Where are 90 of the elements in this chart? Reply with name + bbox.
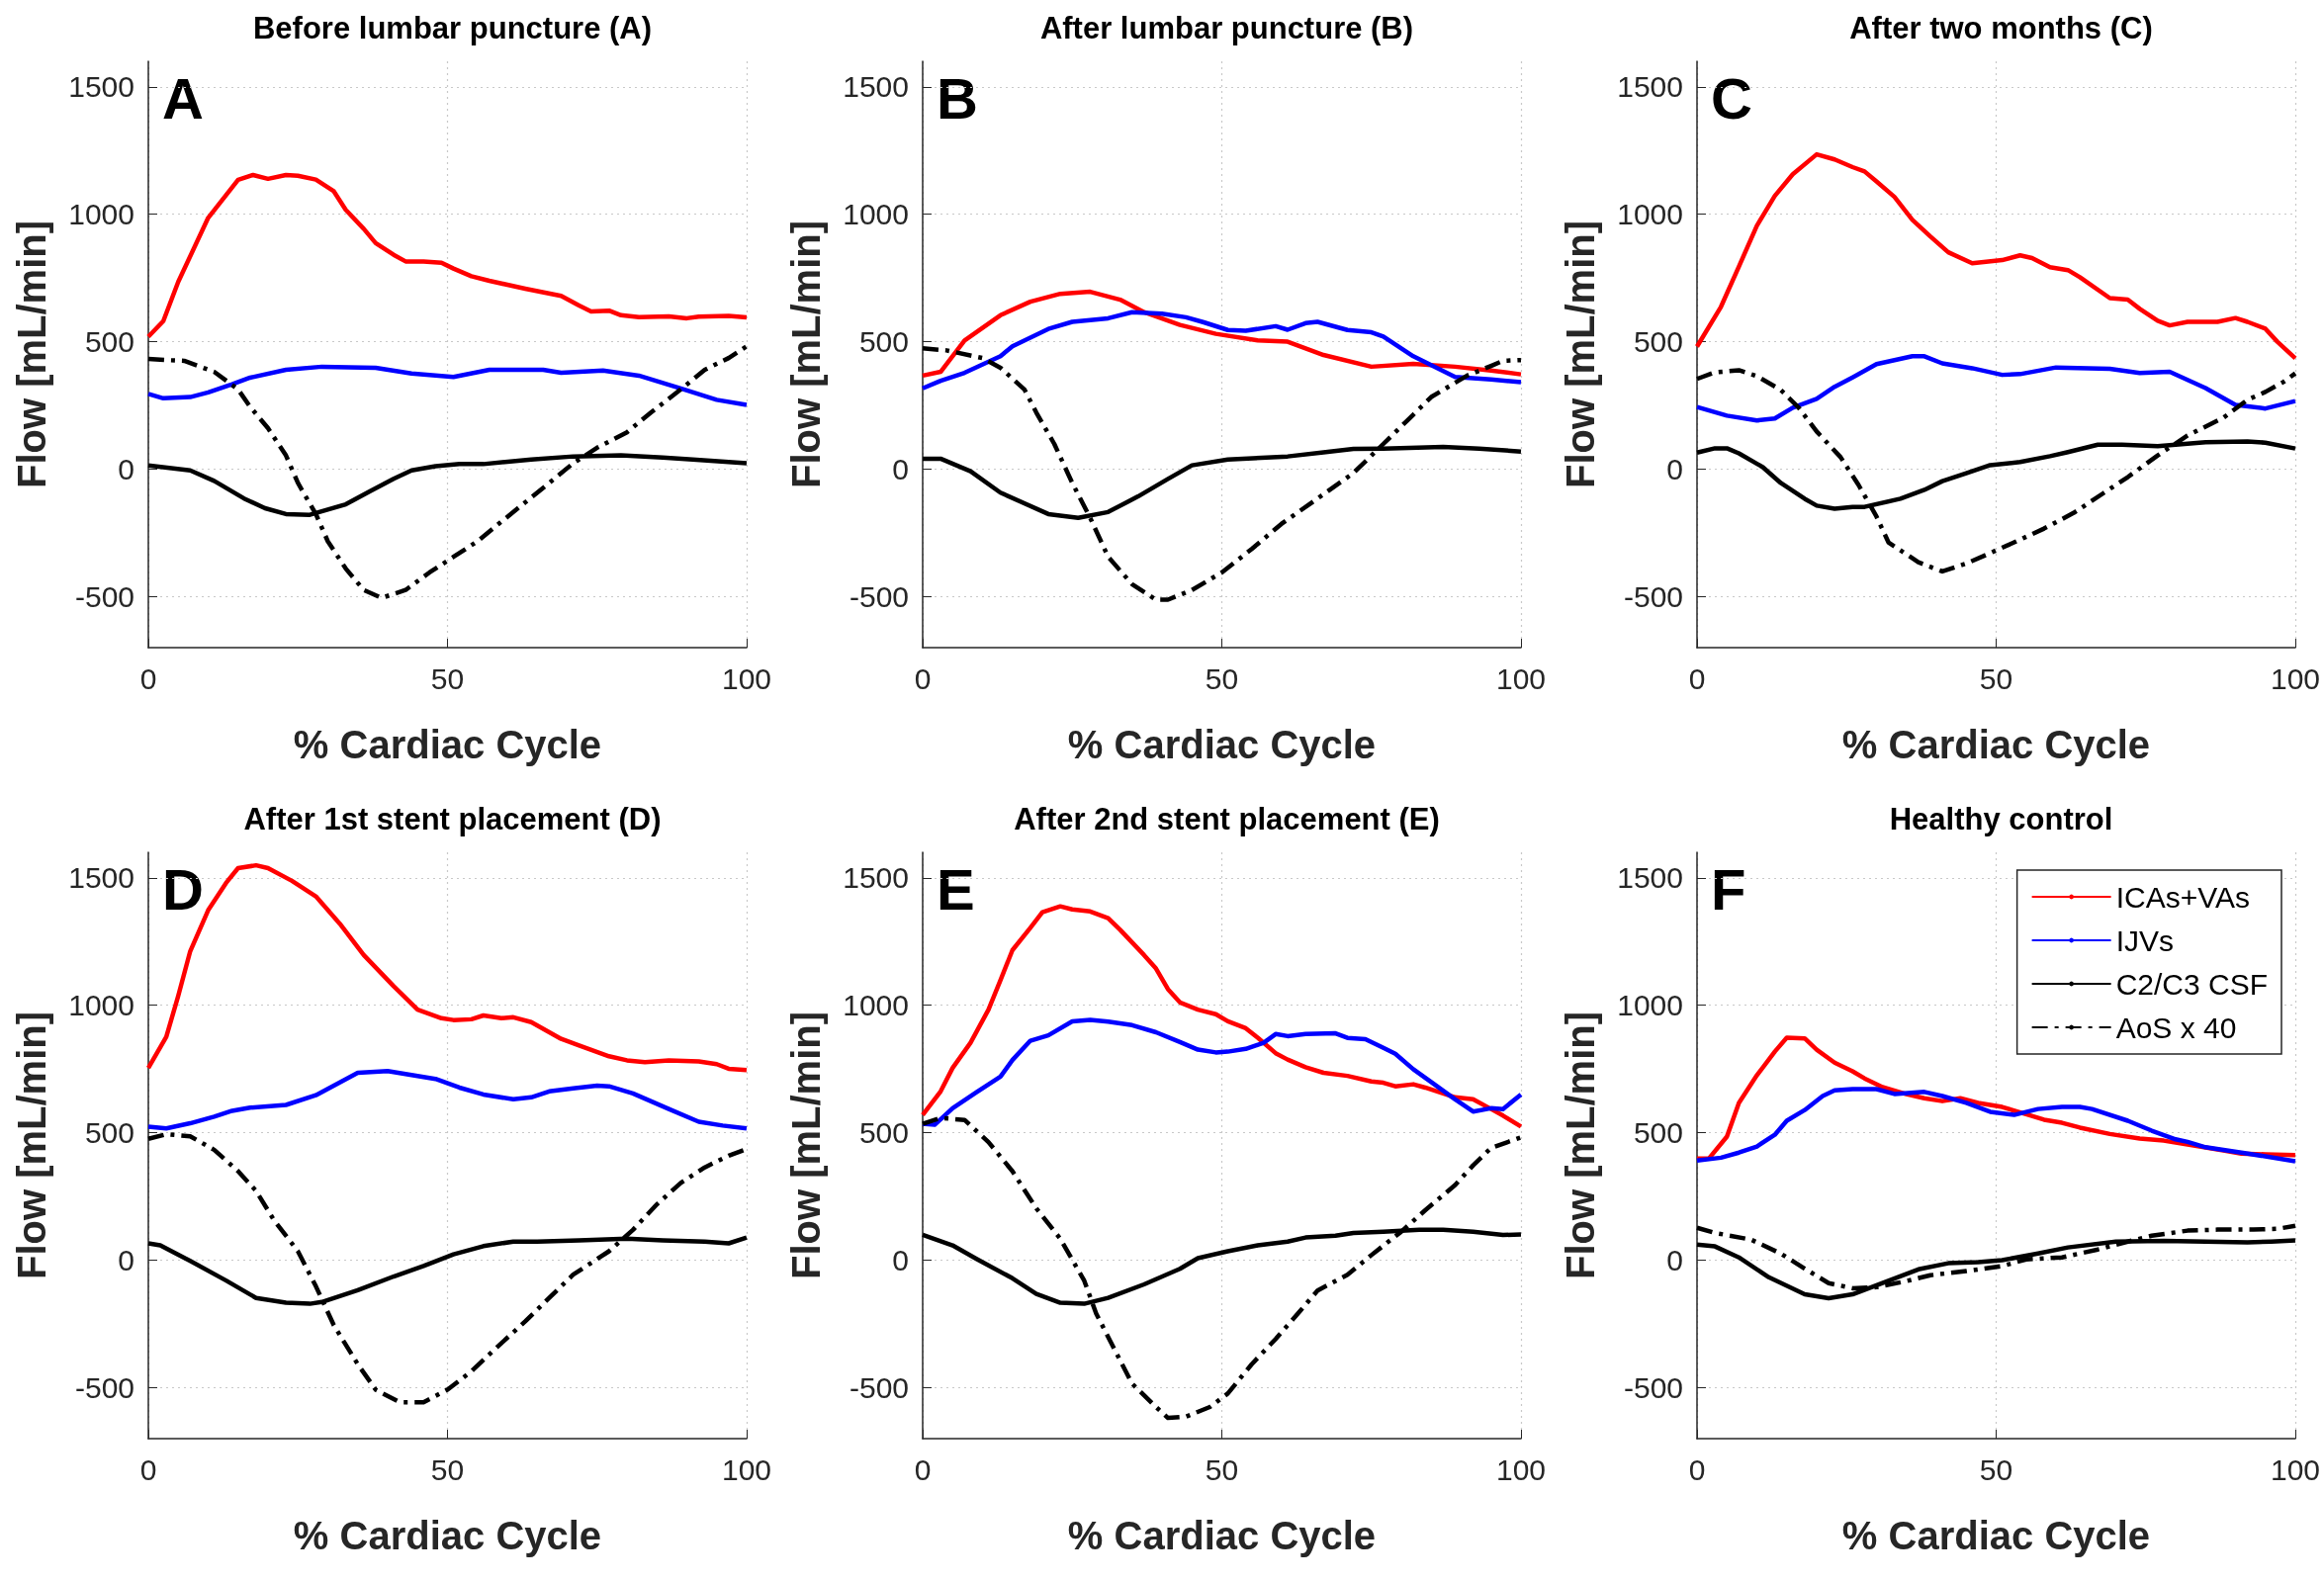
y-axis-title: Flow [mL/min] xyxy=(1559,220,1602,489)
line-series xyxy=(145,172,750,339)
legend-label: IJVs xyxy=(2115,923,2174,957)
y-tick-label: 1500 xyxy=(1617,861,1683,895)
x-tick-label: 100 xyxy=(2270,1452,2320,1486)
legend-label: C2/C3 CSF xyxy=(2115,967,2269,1001)
annotation: C xyxy=(1711,65,1752,131)
y-tick-label: -500 xyxy=(1623,579,1683,613)
y-tick-label: -500 xyxy=(74,579,134,613)
chart-title: After 1st stent placement (D) xyxy=(243,802,662,836)
chart-title: Healthy control xyxy=(1889,802,2113,836)
chart-title: After two months (C) xyxy=(1849,11,2153,45)
x-tick-label: 50 xyxy=(1205,1452,1239,1486)
x-tick-label: 100 xyxy=(1495,661,1546,695)
y-tick-label: -500 xyxy=(1623,1370,1683,1404)
x-axis-title: % Cardiac Cycle xyxy=(293,1514,602,1557)
y-tick-label: 0 xyxy=(1666,1244,1683,1277)
line-series xyxy=(1694,151,2298,361)
y-tick-label: 1000 xyxy=(68,198,134,231)
line-series xyxy=(145,364,750,407)
y-tick-label: -500 xyxy=(849,1370,909,1404)
line-series xyxy=(1694,368,2298,574)
y-tick-label: 1000 xyxy=(1617,989,1683,1022)
x-axis-title: % Cardiac Cycle xyxy=(1841,723,2151,766)
y-tick-label: 1000 xyxy=(843,198,909,231)
y-tick-label: -500 xyxy=(849,579,909,613)
annotation: E xyxy=(937,856,975,922)
x-tick-label: 0 xyxy=(914,661,932,695)
annotation: F xyxy=(1711,856,1746,922)
annotation: B xyxy=(937,65,978,131)
y-tick-label: 500 xyxy=(1633,325,1683,359)
line-series xyxy=(920,346,1524,602)
y-tick-label: 0 xyxy=(118,1244,134,1277)
x-tick-label: 50 xyxy=(430,1452,465,1486)
chart-title: After lumbar puncture (B) xyxy=(1039,11,1414,45)
line-series xyxy=(920,309,1524,392)
y-tick-label: 1500 xyxy=(843,861,909,895)
line-series xyxy=(1694,354,2298,423)
x-axis-title: % Cardiac Cycle xyxy=(1841,1514,2151,1557)
y-tick-label: 500 xyxy=(1633,1116,1683,1150)
line-series xyxy=(920,1115,1524,1421)
x-tick-label: 100 xyxy=(1495,1452,1546,1486)
y-axis-title: Flow [mL/min] xyxy=(10,1011,53,1280)
line-series xyxy=(145,862,750,1073)
y-axis-title: Flow [mL/min] xyxy=(10,220,53,489)
legend-label: AoS x 40 xyxy=(2115,1011,2237,1044)
x-tick-label: 50 xyxy=(1979,661,2013,695)
x-tick-label: 0 xyxy=(1688,1452,1706,1486)
y-tick-label: 1000 xyxy=(1617,198,1683,231)
x-tick-label: 0 xyxy=(914,1452,932,1486)
annotation: A xyxy=(162,65,204,131)
x-tick-label: 0 xyxy=(1688,661,1706,695)
y-tick-label: 0 xyxy=(1666,453,1683,486)
x-tick-label: 50 xyxy=(1979,1452,2013,1486)
y-tick-label: 0 xyxy=(118,453,134,486)
y-tick-label: 500 xyxy=(84,325,134,359)
x-axis-title: % Cardiac Cycle xyxy=(1067,1514,1377,1557)
line-series xyxy=(920,1017,1524,1127)
line-series xyxy=(145,344,750,600)
y-tick-label: 500 xyxy=(858,325,909,359)
line-series xyxy=(920,289,1524,379)
y-tick-label: 1500 xyxy=(843,70,909,104)
y-tick-label: -500 xyxy=(74,1370,134,1404)
y-tick-label: 1000 xyxy=(843,989,909,1022)
line-series xyxy=(1694,1087,2298,1164)
y-tick-label: 500 xyxy=(84,1116,134,1150)
y-tick-label: 500 xyxy=(858,1116,909,1150)
line-series xyxy=(145,1068,750,1131)
y-tick-label: 1000 xyxy=(68,989,134,1022)
y-tick-label: 0 xyxy=(892,1244,909,1277)
y-axis-title: Flow [mL/min] xyxy=(1559,1011,1602,1280)
x-tick-label: 0 xyxy=(139,661,157,695)
x-axis-title: % Cardiac Cycle xyxy=(1067,723,1377,766)
y-tick-label: 1500 xyxy=(68,861,134,895)
y-tick-label: 1500 xyxy=(68,70,134,104)
x-tick-label: 50 xyxy=(1205,661,1239,695)
chart-title: Before lumbar puncture (A) xyxy=(252,11,653,45)
legend-label: ICAs+VAs xyxy=(2115,880,2250,914)
y-tick-label: 0 xyxy=(892,453,909,486)
y-axis-title: Flow [mL/min] xyxy=(784,220,828,489)
chart-title: After 2nd stent placement (E) xyxy=(1014,802,1440,836)
x-axis-title: % Cardiac Cycle xyxy=(293,723,602,766)
x-tick-label: 0 xyxy=(139,1452,157,1486)
x-tick-label: 50 xyxy=(430,661,465,695)
x-tick-label: 100 xyxy=(2270,661,2320,695)
annotation: D xyxy=(162,856,204,922)
x-tick-label: 100 xyxy=(721,661,771,695)
y-tick-label: 1500 xyxy=(1617,70,1683,104)
y-axis-title: Flow [mL/min] xyxy=(784,1011,828,1280)
x-tick-label: 100 xyxy=(721,1452,771,1486)
